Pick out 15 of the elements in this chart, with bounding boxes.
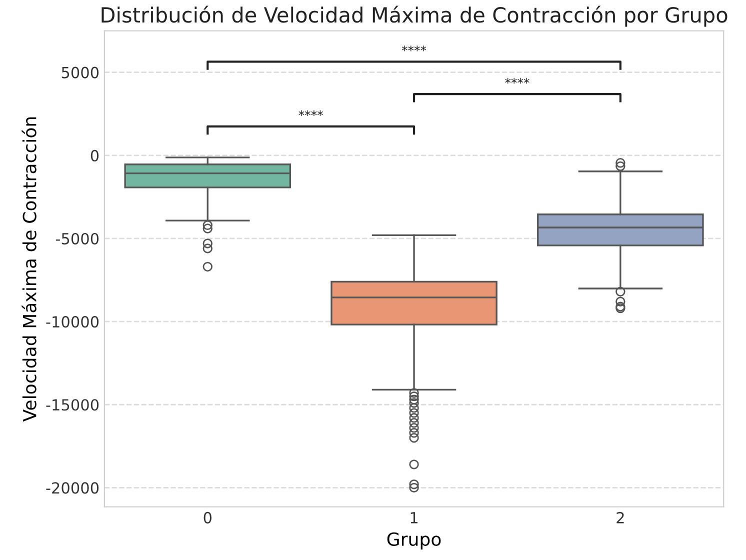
y-tick-label: 5000 — [62, 66, 99, 78]
x-tick-label: 1 — [410, 512, 418, 524]
y-tick-label: -5000 — [56, 232, 99, 244]
annotation: **** — [298, 110, 323, 116]
y-tick-label: 0 — [90, 150, 99, 162]
y-axis-title: Velocidad Máxima de Contracción — [22, 117, 36, 422]
y-tick-label: -10000 — [46, 316, 99, 328]
x-tick-label: 0 — [204, 512, 212, 524]
x-tick-label: 2 — [616, 512, 624, 524]
y-tick-label: -15000 — [46, 399, 99, 411]
y-tick-label: -20000 — [46, 482, 99, 494]
annotation: **** — [505, 78, 530, 84]
x-axis-title: Grupo — [387, 532, 441, 550]
chart-title: Distribución de Velocidad Máxima de Contracción por Grupo — [102, 6, 728, 27]
annotation: **** — [402, 46, 426, 52]
